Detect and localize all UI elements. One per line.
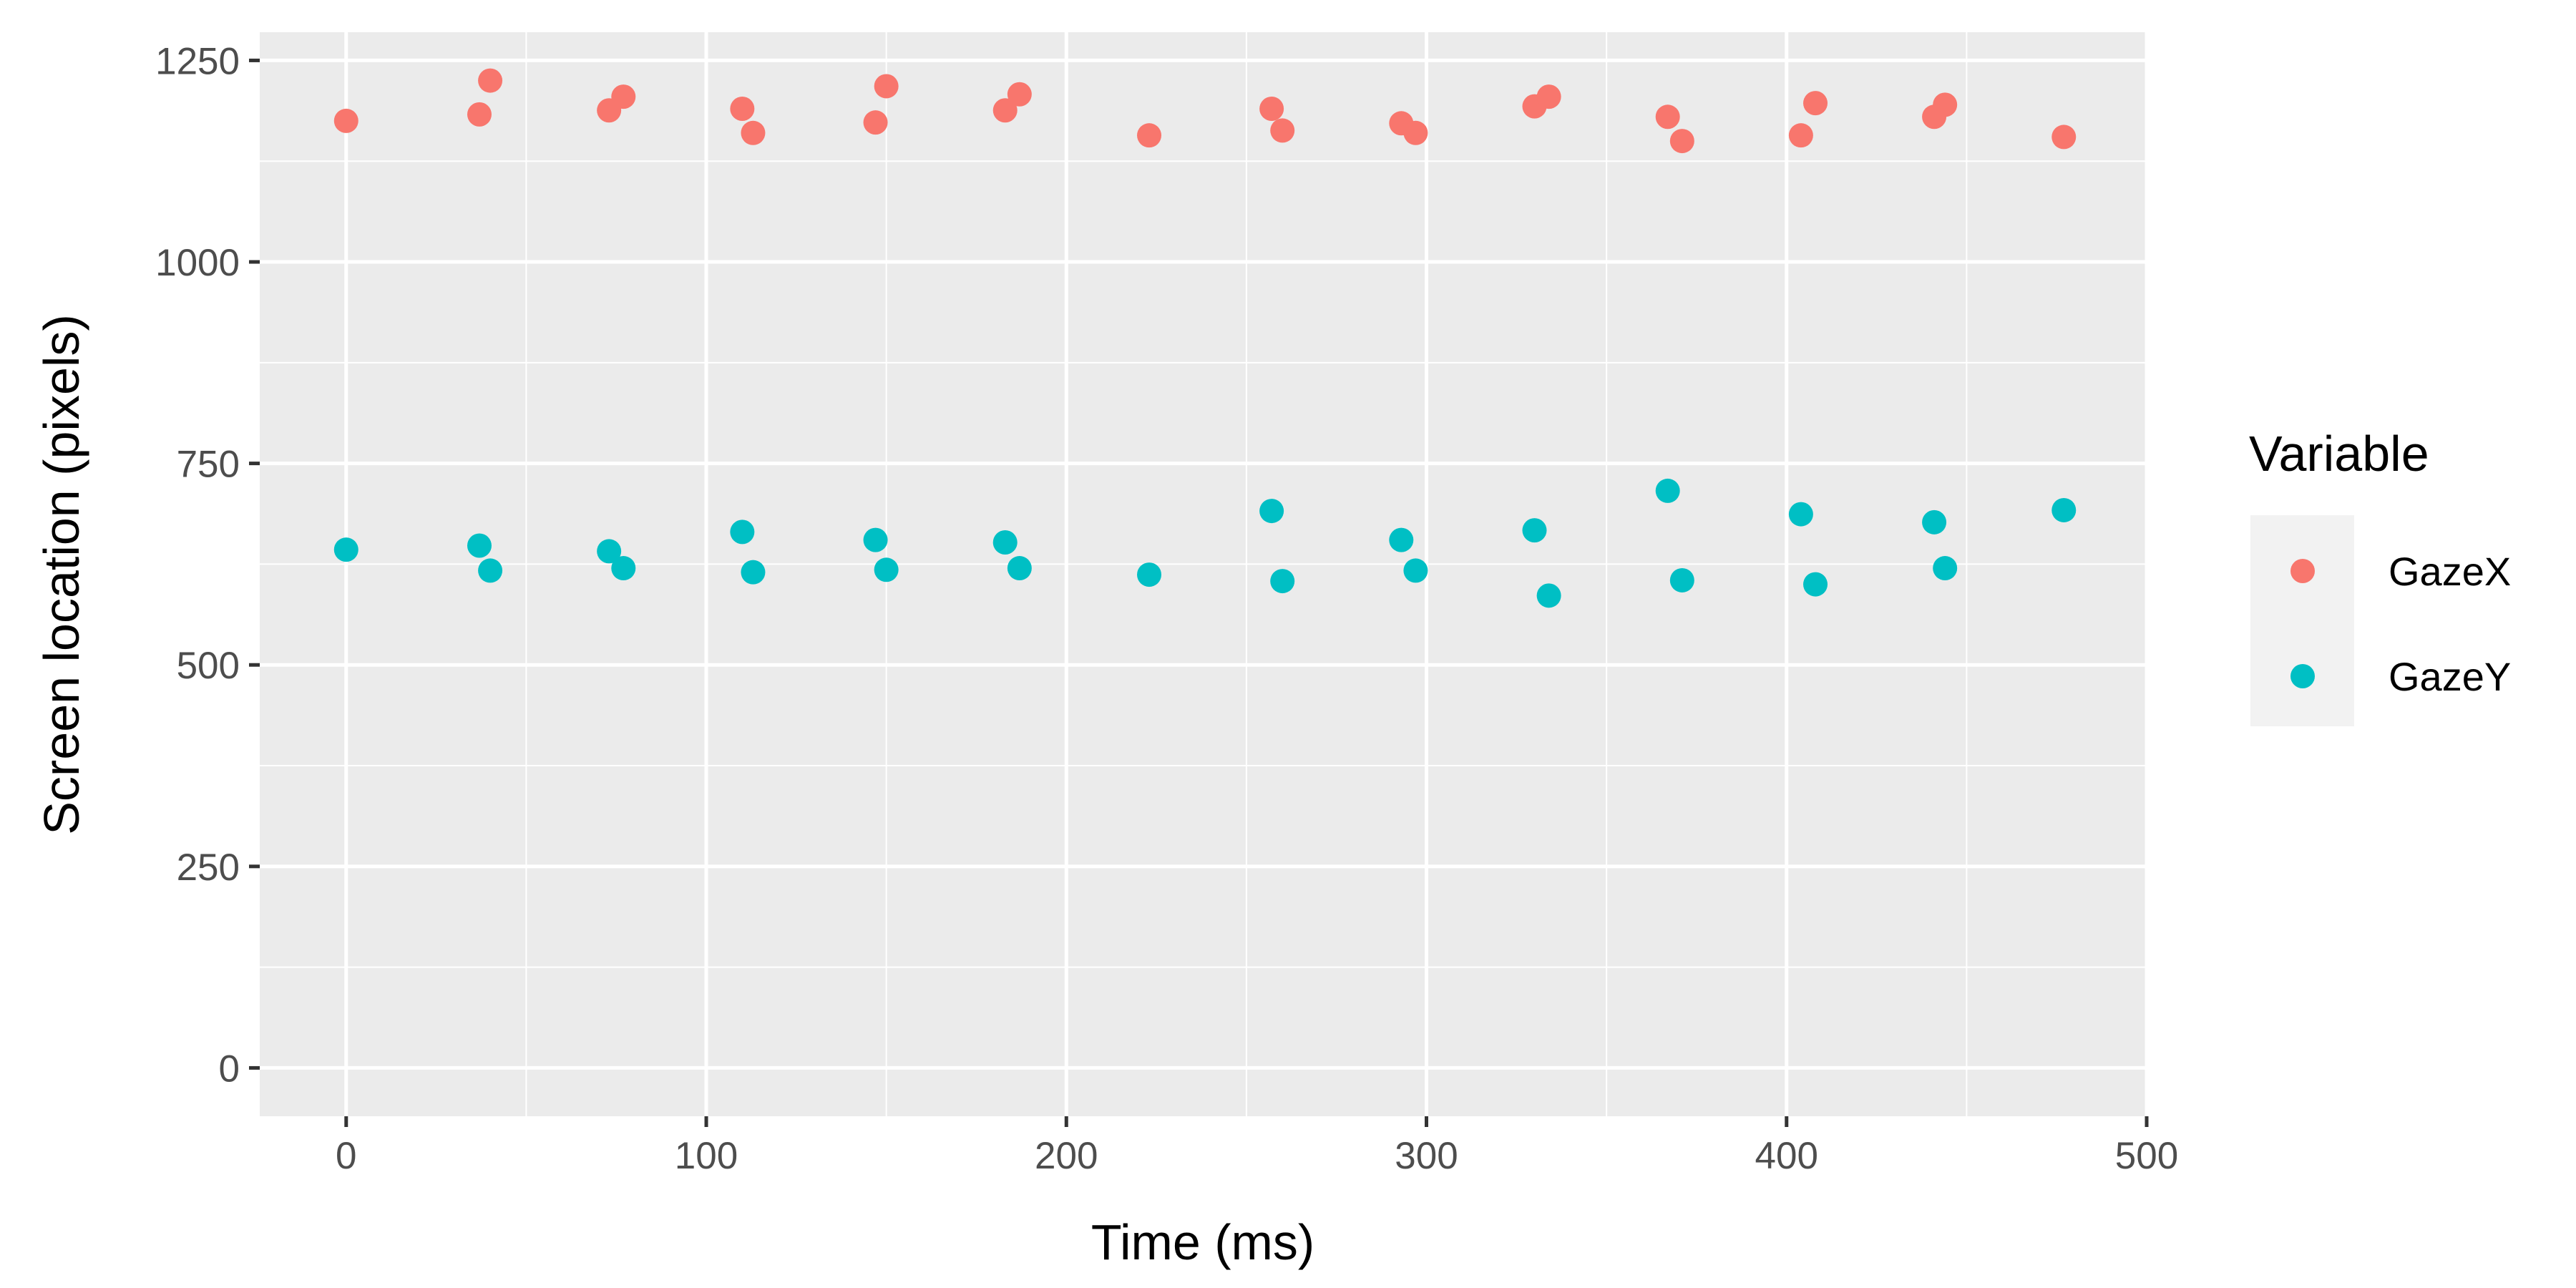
data-point <box>1137 123 1162 148</box>
y-tick-label: 0 <box>219 1048 240 1090</box>
data-point <box>1522 518 1547 543</box>
data-point <box>1536 583 1561 608</box>
data-point <box>1403 120 1428 145</box>
data-point <box>1259 499 1284 524</box>
data-point <box>1655 104 1680 130</box>
data-point <box>1803 91 1828 116</box>
data-point <box>2051 125 2077 150</box>
data-point <box>611 84 636 109</box>
x-tick-label: 300 <box>1395 1135 1458 1177</box>
data-point <box>2051 497 2077 522</box>
data-point <box>467 533 492 558</box>
data-point <box>1933 556 1958 581</box>
legend-title: Variable <box>2249 426 2429 482</box>
data-point <box>1536 84 1561 109</box>
legend-label-gazex: GazeX <box>2389 549 2511 594</box>
x-tick-label: 400 <box>1755 1135 1818 1177</box>
data-point <box>478 68 503 93</box>
y-tick-label: 1250 <box>155 40 240 82</box>
data-point <box>1669 567 1694 592</box>
data-point <box>597 539 622 564</box>
data-point <box>1270 118 1295 143</box>
x-tick-label: 200 <box>1035 1135 1098 1177</box>
legend-key-gazex <box>2290 559 2315 583</box>
data-point <box>478 558 503 583</box>
data-point <box>1803 572 1828 597</box>
data-point <box>730 97 755 122</box>
y-axis-title: Screen location (pixels) <box>34 314 89 835</box>
data-point <box>1788 123 1813 148</box>
data-points <box>333 68 2077 608</box>
data-point <box>1007 556 1032 581</box>
data-point <box>874 557 899 582</box>
y-tick-label: 500 <box>177 645 240 687</box>
legend-key-gazey <box>2290 664 2315 688</box>
x-tick-label: 500 <box>2115 1135 2178 1177</box>
data-point <box>1389 527 1414 552</box>
x-tick-label: 0 <box>336 1135 356 1177</box>
data-point <box>1788 502 1813 527</box>
legend-label-gazey: GazeY <box>2389 654 2511 699</box>
data-point <box>1922 509 1947 535</box>
y-axis: 0 250 500 750 1000 1250 <box>155 40 260 1090</box>
data-point <box>741 560 766 585</box>
x-axis: 0 100 200 300 400 500 <box>336 1116 2178 1177</box>
y-tick-label: 750 <box>177 444 240 486</box>
data-point <box>1933 92 1958 117</box>
data-point <box>333 537 358 562</box>
minor-gridlines <box>260 32 2147 1116</box>
data-point <box>333 108 358 133</box>
data-point <box>741 120 766 145</box>
data-point <box>1259 97 1284 122</box>
legend-key-background <box>2250 515 2354 726</box>
data-point <box>863 527 888 552</box>
data-point <box>863 110 888 135</box>
data-point <box>874 74 899 99</box>
data-point <box>992 98 1018 123</box>
x-axis-title: Time (ms) <box>1091 1214 1314 1270</box>
data-point <box>992 530 1018 555</box>
data-point <box>1655 478 1680 503</box>
legend: Variable GazeX GazeY <box>2249 426 2511 726</box>
data-point <box>611 556 636 581</box>
data-point <box>1270 569 1295 594</box>
x-tick-label: 100 <box>675 1135 738 1177</box>
data-point <box>1137 562 1162 587</box>
series-gazey <box>333 478 2077 608</box>
series-gazex <box>333 68 2077 154</box>
y-tick-label: 1000 <box>155 242 240 284</box>
data-point <box>730 519 755 545</box>
y-tick-label: 250 <box>177 847 240 889</box>
data-point <box>1669 129 1694 154</box>
panel-background <box>260 32 2147 1116</box>
data-point <box>1403 558 1428 583</box>
data-point <box>467 102 492 127</box>
data-point <box>1007 82 1032 107</box>
